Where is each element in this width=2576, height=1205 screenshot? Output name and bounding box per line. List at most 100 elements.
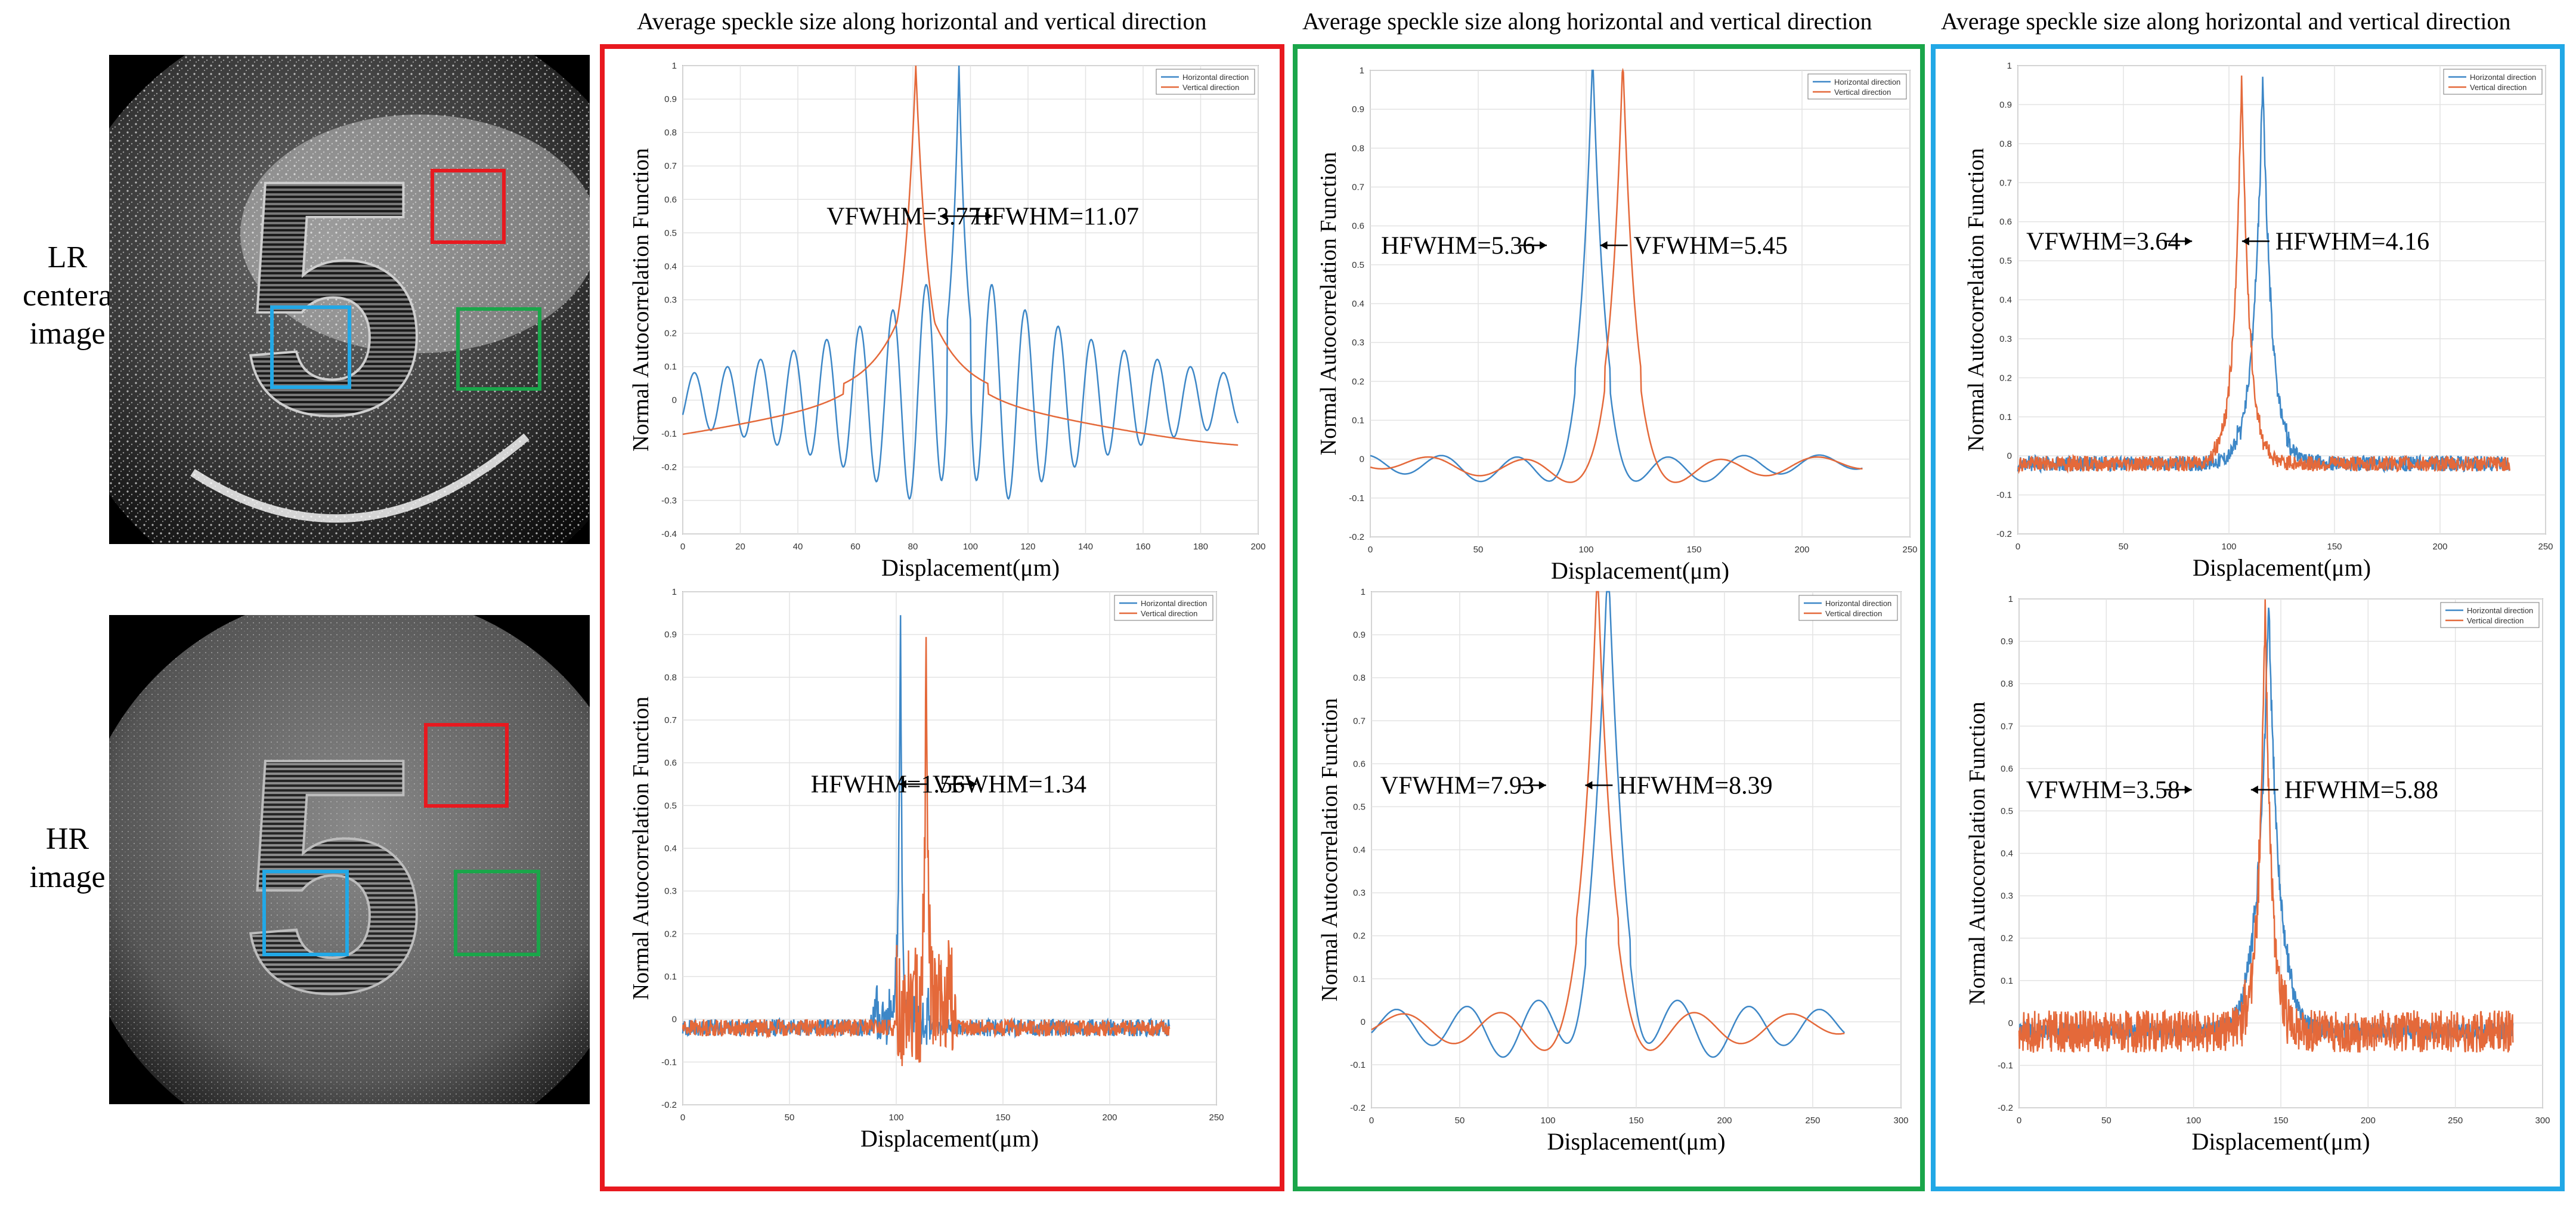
y-tick-label: 0.9	[1999, 100, 2012, 110]
green-panel-frame	[1293, 44, 1925, 1191]
y-tick-label: 0.7	[1999, 178, 2012, 188]
y-tick-label: 0.2	[664, 929, 677, 939]
fwhm-annotation: VFWHM=3.64	[2026, 228, 2180, 255]
x-tick-label: 60	[850, 542, 860, 552]
y-tick-label: 1	[672, 587, 677, 597]
x-tick-label: 100	[963, 542, 978, 552]
x-tick-label: 100	[2221, 542, 2236, 552]
red-panel-title: Average speckle size along horizontal an…	[637, 8, 1207, 35]
y-tick-label: 0.8	[2001, 679, 2013, 689]
y-tick-label: 0.6	[2001, 764, 2013, 774]
x-tick-label: 100	[1540, 1116, 1555, 1126]
y-tick-label: 0.4	[2001, 849, 2013, 859]
y-tick-label: 0.5	[1999, 256, 2012, 266]
y-tick-label: 0.6	[1352, 221, 1364, 231]
x-tick-label: 50	[1455, 1116, 1465, 1126]
hr-green-roi-box	[454, 870, 540, 956]
x-tick-label: 140	[1078, 542, 1093, 552]
svg-text:5: 5	[240, 110, 426, 484]
y-tick-label: 0.1	[664, 972, 677, 982]
y-tick-label: 0.1	[2001, 976, 2013, 986]
x-tick-label: 0	[680, 1113, 685, 1123]
y-tick-label: 0.9	[1353, 630, 1366, 640]
hr-coin-graphic: 5	[109, 615, 590, 1104]
hr-blue-roi-box	[262, 870, 349, 956]
y-tick-label: 0.2	[1353, 931, 1366, 941]
y-tick-label: 0.3	[664, 886, 677, 897]
y-tick-label: 0	[2007, 451, 2012, 461]
y-tick-label: -0.2	[661, 1100, 677, 1110]
x-tick-label: 100	[2186, 1116, 2201, 1126]
fwhm-annotation: HFWHM=5.36	[1381, 232, 1535, 259]
x-tick-label: 250	[1209, 1113, 1224, 1123]
blue-panel-frame	[1931, 44, 2565, 1191]
annotation-arrowhead	[1540, 241, 1547, 250]
y-tick-label: -0.2	[661, 462, 677, 472]
y-axis-label: Normal Autocorrelation Function	[1317, 698, 1342, 1002]
x-tick-label: 120	[1020, 542, 1035, 552]
legend-label: Horizontal direction	[2467, 606, 2533, 615]
y-tick-label: 1	[1360, 66, 1364, 76]
x-tick-label: 40	[793, 542, 803, 552]
y-tick-label: 0.1	[1999, 412, 2012, 422]
x-tick-label: 200	[2361, 1116, 2376, 1126]
y-tick-label: -0.2	[1350, 1103, 1366, 1113]
blue-panel-title: Average speckle size along horizontal an…	[1941, 8, 2511, 35]
series-line-horizontal	[682, 615, 1171, 1045]
y-tick-label: 0.2	[664, 329, 677, 339]
x-tick-label: 200	[2432, 542, 2447, 552]
annotation-arrowhead	[2184, 785, 2192, 794]
annotation-arrowhead	[969, 780, 977, 789]
y-tick-label: -0.1	[1996, 490, 2012, 500]
y-tick-label: 0.9	[664, 630, 677, 640]
legend-box	[1156, 69, 1255, 95]
x-tick-label: 50	[785, 1113, 795, 1123]
legend-label: Vertical direction	[2467, 616, 2524, 625]
legend-box	[1807, 73, 1907, 100]
y-tick-label: 0.7	[1352, 183, 1364, 193]
legend-label: Horizontal direction	[1182, 73, 1249, 82]
y-tick-label: 0.3	[1999, 334, 2012, 344]
y-tick-label: 0.9	[664, 94, 677, 104]
series-line-vertical	[1371, 591, 1845, 1051]
fwhm-annotation: VFWHM=5.45	[1634, 232, 1788, 259]
lr-red-roi-box	[431, 169, 506, 244]
y-tick-label: 0.1	[1353, 974, 1366, 984]
x-axis-label: Displacement(μm)	[2193, 554, 2371, 581]
y-tick-label: -0.2	[1996, 529, 2012, 539]
y-tick-label: 0.5	[1352, 260, 1364, 270]
y-tick-label: -0.1	[1350, 1060, 1366, 1070]
y-tick-label: 0.6	[1999, 217, 2012, 227]
series-line-horizontal	[1370, 69, 1863, 483]
row-label-lr: LR centera image	[23, 240, 113, 351]
x-tick-label: 20	[735, 542, 745, 552]
legend-label: Horizontal direction	[1825, 599, 1891, 608]
y-tick-label: -0.2	[1349, 532, 1364, 542]
lr-blue-roi-box	[270, 305, 351, 389]
fwhm-annotation: VFWHM=7.93	[1380, 772, 1534, 799]
legend-label: Vertical direction	[1141, 609, 1197, 618]
row-label-hr: HR image	[29, 822, 106, 894]
y-tick-label: 0	[1361, 1017, 1366, 1027]
series-line-vertical	[682, 637, 1171, 1067]
x-tick-label: 200	[1250, 542, 1265, 552]
hr-red-roi-box	[424, 723, 509, 808]
y-tick-label: -0.3	[661, 496, 677, 506]
x-tick-label: 100	[1578, 545, 1593, 555]
y-tick-label: 1	[1361, 587, 1366, 597]
y-tick-label: 0.8	[1999, 139, 2012, 149]
x-tick-label: 250	[2538, 542, 2553, 552]
x-tick-label: 0	[2017, 1116, 2021, 1126]
x-axis-label: Displacement(μm)	[2191, 1128, 2370, 1155]
x-tick-label: 50	[1473, 545, 1484, 555]
y-tick-label: 0.4	[1999, 295, 2012, 305]
x-tick-label: 160	[1135, 542, 1150, 552]
x-tick-label: 250	[1805, 1116, 1820, 1126]
y-tick-label: 0.6	[664, 758, 677, 768]
legend-label: Horizontal direction	[1141, 599, 1207, 608]
series-line-vertical	[682, 65, 1239, 446]
x-tick-label: 50	[2101, 1116, 2111, 1126]
lr-coin-image: 5	[109, 55, 590, 544]
legend-label: Vertical direction	[2470, 83, 2527, 92]
